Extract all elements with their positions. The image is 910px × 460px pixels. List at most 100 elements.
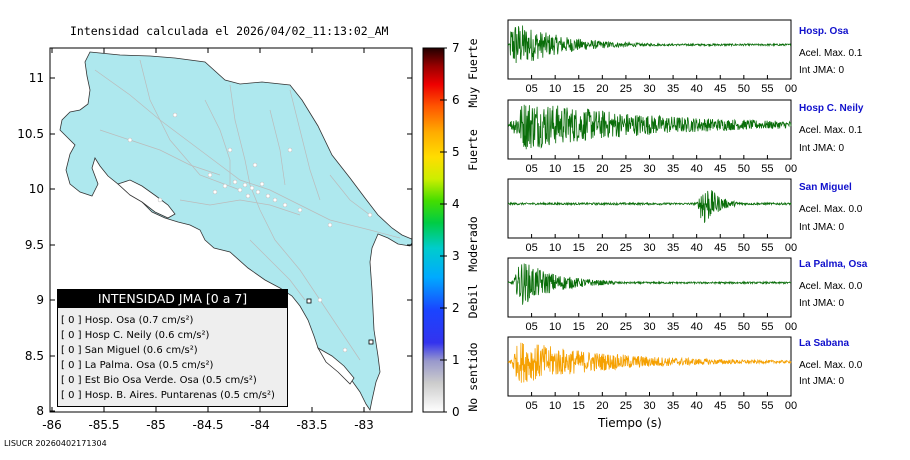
map-ytick: 11 [28,71,44,85]
station-int-jma: Int JMA: 0 [799,298,845,309]
colorbar-tick: 0 [452,405,460,419]
seismogram-trace [507,263,791,305]
x-tick-label: 50 [738,321,750,333]
x-tick-label: 50 [738,400,750,412]
x-tick-label: 05 [525,242,537,254]
station-name: Hosp. Osa [799,26,849,37]
x-tick-label: 50 [738,83,750,95]
map-xtick: -85.5 [88,418,120,432]
x-tick-label: 40 [691,242,703,254]
colorbar [422,47,445,413]
station-name: La Palma, Osa [799,259,868,270]
seismogram-panel: 05 10 15 20 25 30 35 40 45 50 55 00 [507,257,797,333]
station-acel-max: Acel. Max. 0.1 [799,48,863,59]
map-ytick: 8.5 [24,349,44,363]
legend-row: [ 0 ] Hosp C. Neily (0.6 cm/s²) [61,330,210,341]
panel-frame [507,178,792,239]
colorbar-tick: 7 [452,41,460,55]
x-tick-label: 55 [761,83,773,95]
station-acel-max: Acel. Max. 0.0 [799,360,863,371]
legend-row: [ 0 ] Hosp. B. Aires. Puntarenas (0.5 cm… [61,390,275,401]
x-tick-label: 05 [525,321,537,333]
station-int-jma: Int JMA: 0 [799,222,845,233]
x-tick-label: 30 [643,163,655,175]
map-xtick: -83.5 [296,418,328,432]
costa-rica-landmass [59,51,412,412]
station-int-jma: Int JMA: 0 [799,143,845,154]
x-tick-label: 45 [714,400,726,412]
x-tick-label: 30 [643,242,655,254]
x-tick-label: 15 [573,163,585,175]
x-tick-label: 10 [549,163,561,175]
intensity-legend [57,289,288,407]
footer-id: LISUCR 20260402171304 [4,439,107,448]
x-tick-label: 20 [596,242,608,254]
legend-header: INTENSIDAD JMA [0 a 7] [57,289,288,308]
map-xtick: -84 [250,418,270,432]
x-tick-label: 25 [620,163,632,175]
x-tick-label: 05 [525,163,537,175]
x-tick-label: 55 [761,242,773,254]
x-tick-label: 55 [761,400,773,412]
map-xtick: -85 [146,418,166,432]
map-xtick: -83 [354,418,374,432]
x-tick-label: 00 [785,242,797,254]
x-tick-label: 25 [620,242,632,254]
map-ytick: 9 [36,293,44,307]
x-tick-label: 00 [785,163,797,175]
x-tick-label: 00 [785,83,797,95]
x-tick-label: 35 [667,400,679,412]
colorbar-tick: 5 [452,145,460,159]
station-int-jma: Int JMA: 0 [799,65,845,76]
seismogram-trace [508,104,792,150]
map-xtick: -84.5 [192,418,224,432]
station-acel-max: Acel. Max. 0.1 [799,125,863,136]
x-tick-label: 20 [596,83,608,95]
station-int-jma: Int JMA: 0 [799,376,845,387]
seismogram-trace [507,190,792,223]
x-tick-label: 30 [643,400,655,412]
legend-row: [ 0 ] La Palma. Osa (0.5 cm/s²) [61,360,214,371]
station-name: San Miguel [799,182,852,193]
map-xtick: -86 [42,418,62,432]
x-tick-label: 45 [714,83,726,95]
x-tick-label: 10 [549,83,561,95]
x-tick-label: 15 [573,242,585,254]
x-tick-label: 25 [620,400,632,412]
x-tick-label: 25 [620,321,632,333]
legend-row: [ 0 ] Hosp. Osa (0.7 cm/s²) [61,315,194,326]
x-tick-label: 40 [691,83,703,95]
seismogram-trace [507,342,792,383]
map-title: Intensidad calculada el 2026/04/02_11:13… [70,24,389,38]
seismogram-panel: 05 10 15 20 25 30 35 40 45 50 55 00 [507,178,797,254]
panel-frame [507,19,792,80]
x-tick-label: 15 [573,83,585,95]
x-tick-label: 10 [549,242,561,254]
x-tick-label: 10 [549,400,561,412]
x-tick-label: 40 [691,163,703,175]
station-name: Hosp C. Neily [799,103,864,114]
legend-row: [ 0 ] San Miguel (0.6 cm/s²) [61,345,198,356]
map-ytick: 9.5 [24,238,44,252]
x-tick-label: 50 [738,242,750,254]
x-tick-label: 30 [643,321,655,333]
x-tick-label: 15 [573,400,585,412]
x-tick-label: 45 [714,321,726,333]
x-tick-label: 35 [667,163,679,175]
x-tick-label: 00 [785,321,797,333]
colorbar-tick: 4 [452,197,460,211]
seismogram-trace [507,25,791,64]
colorbar-tick: 6 [452,93,460,107]
x-tick-label: 20 [596,321,608,333]
x-axis-label: Tiempo (s) [598,416,662,430]
x-tick-label: 25 [620,83,632,95]
x-tick-label: 10 [549,321,561,333]
station-name: La Sabana [799,338,850,349]
x-tick-label: 00 [785,400,797,412]
colorbar-tick: 2 [452,301,460,315]
x-tick-label: 35 [667,242,679,254]
colorbar-tick: 1 [452,353,460,367]
x-tick-label: 40 [691,400,703,412]
x-tick-label: 05 [525,83,537,95]
